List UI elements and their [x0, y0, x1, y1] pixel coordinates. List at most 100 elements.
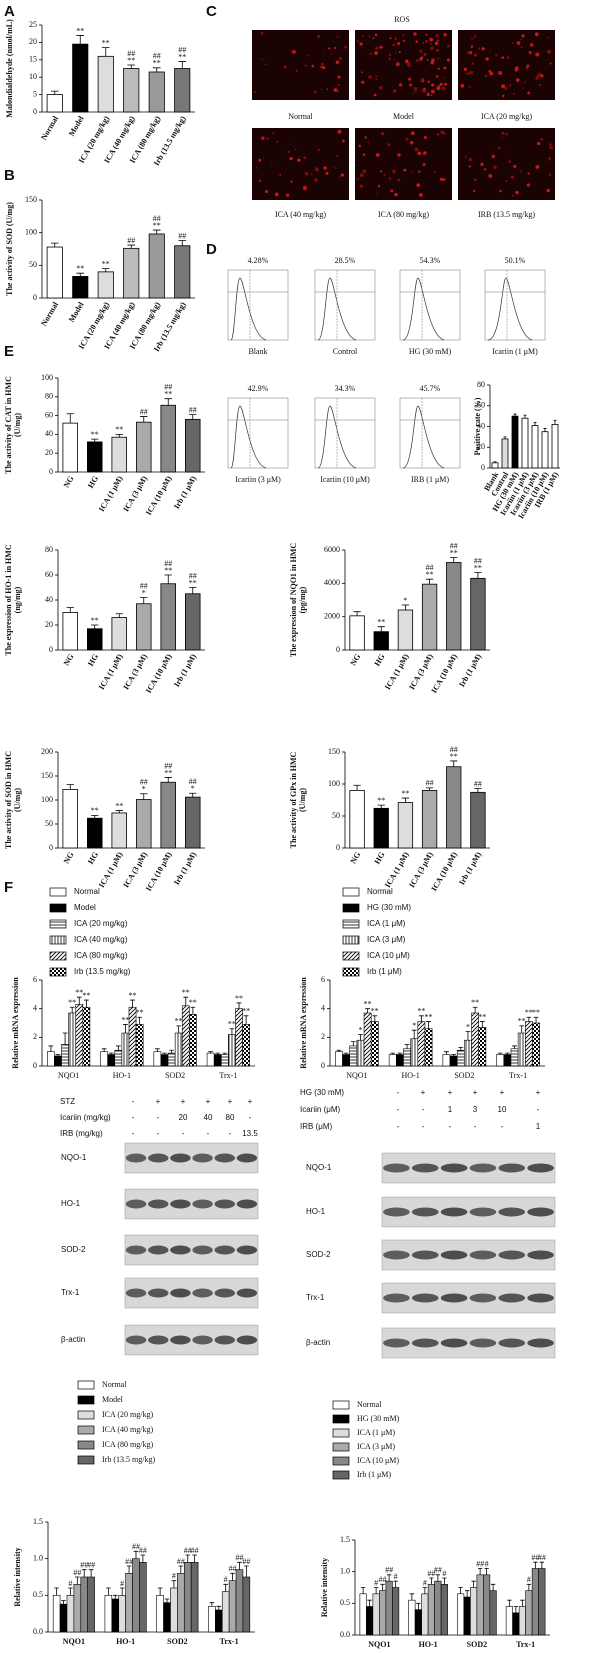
flow-percent: 50.1%: [505, 256, 526, 265]
flow-label: Icariin (3 μM): [235, 475, 281, 484]
error-bar: [471, 1580, 476, 1588]
bar: [97, 271, 114, 299]
ros-signal: [463, 67, 467, 72]
error-bar: [533, 421, 537, 426]
bar: [363, 1012, 372, 1067]
error-bar: [539, 1561, 545, 1569]
condition-cell: -: [157, 1129, 160, 1138]
y-axis-label: (U/mg): [298, 788, 307, 812]
bar: [349, 1045, 358, 1067]
band-label: NQO-1: [61, 1153, 87, 1162]
significance: #: [442, 1569, 446, 1578]
blot-band: [170, 1288, 191, 1298]
ros-signal: [289, 143, 292, 145]
error-bar: [164, 1598, 170, 1603]
error-bar: [101, 268, 110, 272]
condition-label: Icariin (mg/kg): [60, 1113, 111, 1122]
bar: [476, 1574, 484, 1636]
significance: **: [91, 430, 99, 439]
bar: [503, 1054, 512, 1067]
error-bar: [162, 1052, 167, 1055]
bar: [342, 1054, 351, 1067]
ros-signal: [375, 46, 379, 50]
bar: [491, 462, 499, 469]
ros-signal: [412, 92, 414, 95]
ros-signal: [387, 143, 391, 147]
error-bar: [386, 1574, 392, 1582]
significance: **: [76, 26, 84, 35]
ros-signal: [446, 58, 450, 62]
flow-plot-frame: [227, 397, 289, 469]
y-tick-label: 0.5: [340, 1598, 350, 1607]
ros-signal: [402, 34, 405, 36]
ros-signal: [516, 41, 521, 45]
bar: [213, 1054, 222, 1067]
significance: #: [394, 1572, 398, 1581]
ros-signal: [435, 75, 439, 78]
error-bar: [91, 438, 99, 442]
error-bar: [81, 1569, 87, 1577]
ros-signal: [415, 91, 417, 93]
condition-cell: 20: [179, 1113, 188, 1122]
ros-signal: [415, 40, 419, 43]
legend-swatch: [342, 903, 360, 913]
bar: [456, 1049, 465, 1067]
x-tick-label: HO-1: [402, 1071, 420, 1080]
band-label: β-actin: [306, 1338, 330, 1347]
bar: [424, 1028, 433, 1067]
ros-signal: [473, 35, 477, 38]
blot-band: [236, 1335, 258, 1345]
flow-histogram: [402, 405, 445, 469]
error-bar: [237, 1561, 242, 1570]
ros-signal: [316, 34, 321, 39]
bar: [349, 615, 365, 651]
ros-signal: [425, 40, 428, 43]
bar: [123, 247, 140, 299]
x-tick-label: Trx-1: [219, 1071, 237, 1080]
error-bar: [50, 90, 59, 95]
flow-histogram: [402, 277, 445, 341]
bar: [440, 1584, 448, 1636]
blot-band: [411, 1293, 439, 1303]
ros-signal: [528, 51, 532, 55]
flow-label: Control: [333, 347, 358, 356]
ros-signal: [520, 170, 523, 173]
bar: [148, 233, 165, 299]
significance: #: [423, 1578, 427, 1587]
ros-signal: [430, 94, 433, 97]
error-bar: [216, 1605, 222, 1610]
bar: [62, 422, 79, 473]
error-bar: [189, 587, 197, 594]
bar: [370, 1021, 379, 1067]
condition-cell: 13.5: [242, 1129, 258, 1138]
ros-signal: [283, 65, 287, 69]
error-bar: [533, 1561, 538, 1569]
condition-cell: +: [536, 1088, 541, 1097]
blot-band: [192, 1153, 213, 1163]
blot-strip: [124, 1188, 259, 1220]
ros-signal: [467, 51, 471, 55]
ros-signal: [274, 192, 279, 197]
ros-signal: [360, 46, 363, 49]
bar: [421, 1593, 429, 1636]
ros-signal: [322, 66, 326, 70]
y-axis-label: Relative intensity: [320, 1558, 329, 1617]
error-bar: [444, 1051, 449, 1055]
significance: ##: [73, 1568, 81, 1577]
error-bar: [360, 1587, 366, 1594]
ros-signal: [430, 43, 432, 45]
significance: #: [68, 1579, 72, 1588]
bar: [163, 1602, 171, 1633]
ros-signal: [525, 67, 528, 69]
significance: ##: [125, 1557, 133, 1566]
bar: [167, 1052, 176, 1067]
ros-signal: [426, 58, 429, 61]
legend-label: Normal: [74, 887, 100, 896]
condition-cell: 10: [498, 1105, 507, 1114]
significance: #: [224, 1575, 228, 1584]
significance: **: [189, 578, 197, 587]
panel-label: E: [4, 343, 14, 360]
significance: **: [82, 991, 90, 1000]
bar: [72, 43, 89, 113]
significance: ##: [385, 1566, 393, 1575]
